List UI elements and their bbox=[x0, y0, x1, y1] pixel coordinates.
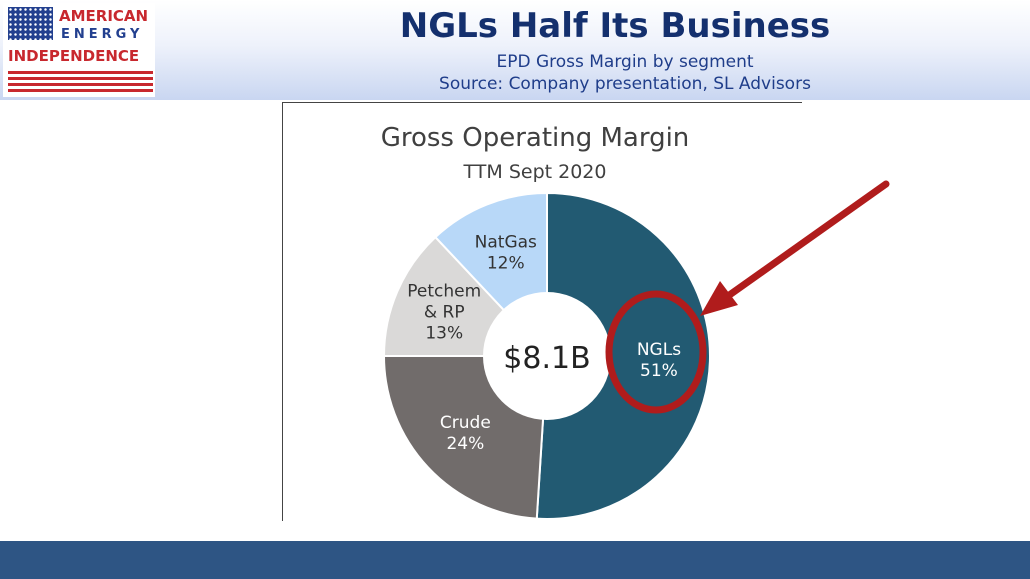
slice-labels: NGLs 51% Crude 24% Petchem & RP 13% NatGas 12% bbox=[407, 232, 681, 454]
slice-label-line: 13% bbox=[425, 324, 463, 344]
logo-line-1: AMERICAN bbox=[59, 7, 149, 25]
donut-center-total: $8.1B bbox=[503, 341, 590, 376]
donut-hole bbox=[483, 292, 611, 420]
chart-frame-top bbox=[282, 102, 802, 103]
chart-frame-left bbox=[282, 103, 283, 521]
slide-header bbox=[0, 0, 1030, 100]
highlight-arrow-shaft bbox=[724, 180, 890, 300]
chart-subtitle: TTM Sept 2020 bbox=[463, 161, 607, 183]
slide-footer-bar bbox=[0, 541, 1030, 579]
slice-label-line: 12% bbox=[487, 253, 525, 273]
logo-line-2: ENERGY bbox=[61, 27, 144, 42]
slice-label-crude: Crude 24% bbox=[440, 413, 491, 454]
chart-title: Gross Operating Margin bbox=[381, 123, 690, 153]
slide-subtitle: EPD Gross Margin by segment bbox=[496, 52, 754, 72]
slice-label-line: Petchem bbox=[407, 282, 481, 302]
slide-source: Source: Company presentation, SL Advisor… bbox=[439, 74, 811, 94]
us-flag-icon bbox=[8, 7, 53, 40]
slice-ngls bbox=[535, 191, 711, 520]
flag-stripes bbox=[8, 71, 153, 93]
slide-title: NGLs Half Its Business bbox=[399, 6, 831, 46]
gross-margin-donut-chart: Gross Operating Margin TTM Sept 2020 $8.… bbox=[381, 123, 890, 520]
slide-subtitle-block: EPD Gross Margin by segment Source: Comp… bbox=[330, 51, 920, 95]
slice-label-line: NatGas bbox=[475, 232, 537, 252]
slice-label-ngls: NGLs 51% bbox=[637, 340, 681, 381]
slice-label-line: Crude bbox=[440, 413, 491, 433]
slice-label-natgas: NatGas 12% bbox=[475, 232, 537, 273]
slice-label-line: NGLs bbox=[637, 340, 681, 360]
highlight-ellipse bbox=[605, 290, 707, 414]
ngl-highlight bbox=[605, 180, 890, 414]
american-energy-independence-logo: AMERICAN ENERGY INDEPENDENCE bbox=[3, 3, 155, 97]
highlight-arrow-head bbox=[700, 281, 738, 316]
slice-label-line: 51% bbox=[640, 361, 678, 381]
logo-line-3: INDEPENDENCE bbox=[8, 47, 140, 65]
slice-label-petchem-rp: Petchem & RP 13% bbox=[407, 282, 481, 344]
donut-slices bbox=[382, 191, 711, 520]
slice-label-line: & RP bbox=[424, 303, 465, 323]
slice-label-line: 24% bbox=[446, 434, 484, 454]
